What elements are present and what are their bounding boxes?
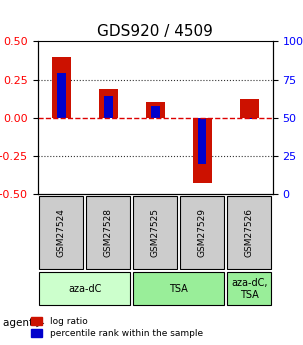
FancyBboxPatch shape	[39, 272, 130, 305]
Text: GSM27528: GSM27528	[104, 208, 113, 257]
FancyBboxPatch shape	[133, 196, 177, 269]
FancyBboxPatch shape	[133, 272, 224, 305]
Bar	[198, 118, 206, 164]
Bar	[146, 102, 165, 118]
FancyBboxPatch shape	[227, 272, 271, 305]
Text: aza-dC: aza-dC	[68, 284, 102, 294]
FancyBboxPatch shape	[39, 196, 83, 269]
Bar	[245, 118, 253, 119]
Text: GSM27525: GSM27525	[151, 208, 160, 257]
Bar	[193, 118, 212, 184]
Bar	[151, 106, 159, 118]
Legend: log ratio, percentile rank within the sample: log ratio, percentile rank within the sa…	[29, 314, 205, 341]
Bar	[99, 89, 118, 118]
Text: GSM27529: GSM27529	[198, 208, 207, 257]
Bar	[57, 73, 65, 118]
Bar	[52, 57, 71, 118]
Bar	[240, 99, 259, 118]
Text: agent ▶: agent ▶	[3, 318, 45, 327]
Bar	[104, 96, 112, 118]
Title: GDS920 / 4509: GDS920 / 4509	[97, 24, 213, 39]
FancyBboxPatch shape	[180, 196, 224, 269]
Text: aza-dC,
TSA: aza-dC, TSA	[231, 278, 268, 299]
Text: GSM27524: GSM27524	[57, 208, 66, 257]
Text: GSM27526: GSM27526	[245, 208, 254, 257]
Text: TSA: TSA	[169, 284, 188, 294]
FancyBboxPatch shape	[227, 196, 271, 269]
FancyBboxPatch shape	[86, 196, 130, 269]
